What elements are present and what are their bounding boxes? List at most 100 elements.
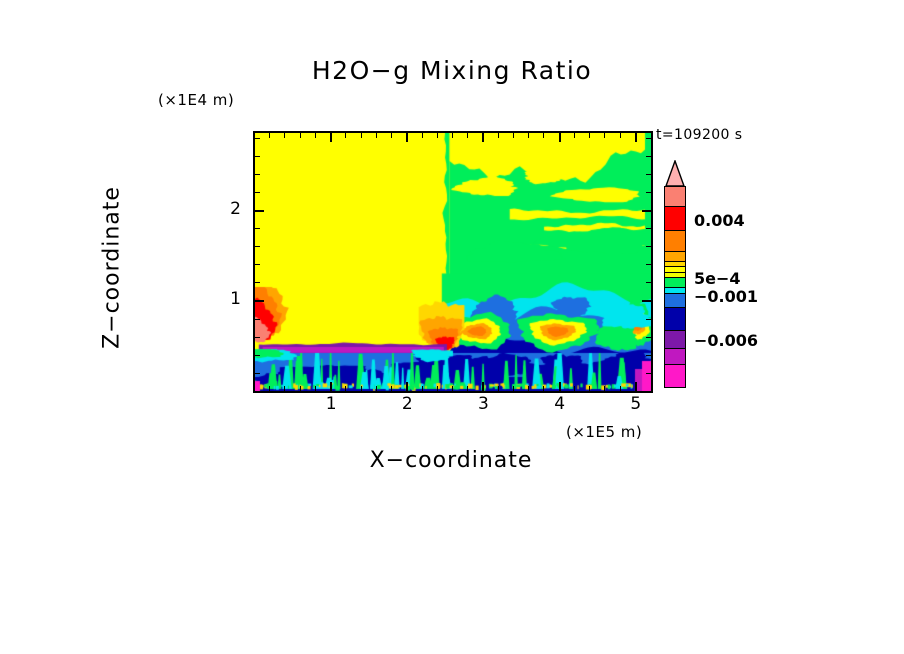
x-ticklabel: 5 — [630, 394, 642, 414]
y-tick-right — [646, 354, 651, 356]
colorbar-segment — [665, 365, 685, 387]
y-tick-right — [646, 191, 651, 193]
y-tick-right — [646, 336, 651, 338]
y-tick-right — [646, 228, 651, 230]
y-tick-left — [255, 209, 264, 212]
x-tick-bottom — [512, 386, 514, 391]
x-tick-bottom — [314, 386, 316, 391]
colorbar-ticklabel: 0.004 — [694, 211, 745, 231]
y-tick-left — [255, 300, 264, 303]
x-tick-bottom — [299, 386, 301, 391]
x-tick-top — [330, 133, 333, 142]
contour-field-canvas — [255, 133, 651, 391]
x-tick-top — [421, 133, 423, 138]
colorbar-segment — [665, 272, 685, 279]
x-tick-bottom — [589, 386, 591, 391]
x-tick-bottom — [558, 382, 561, 391]
y-axis-title: Z−coordinate — [99, 186, 125, 349]
x-tick-top — [452, 133, 453, 138]
x-tick-bottom — [604, 386, 606, 391]
colorbar-segment — [665, 348, 685, 366]
colorbar-segment — [665, 261, 685, 268]
colorbar-ticklabel: −0.001 — [694, 287, 759, 307]
x-tick-bottom — [330, 382, 333, 391]
y-tick-right — [646, 173, 651, 175]
x-tick-top — [467, 133, 469, 138]
x-tick-top — [573, 133, 575, 138]
x-tick-top — [512, 133, 514, 138]
x-tick-bottom — [634, 382, 637, 391]
y-tick-left — [255, 318, 260, 320]
y-tick-left — [255, 336, 260, 338]
y-tick-left — [255, 282, 260, 284]
x-tick-bottom — [528, 386, 530, 391]
time-annotation: t=109200 s — [656, 127, 743, 143]
y-tick-left — [255, 264, 260, 266]
x-tick-bottom — [406, 382, 409, 391]
y-tick-left — [255, 191, 260, 193]
x-tick-bottom — [345, 386, 347, 391]
y-tick-left — [255, 155, 260, 157]
x-tick-top — [360, 133, 362, 138]
x-tick-bottom — [482, 382, 485, 391]
y-tick-right — [642, 209, 651, 212]
x-tick-bottom — [436, 386, 438, 391]
y-tick-right — [642, 300, 651, 303]
colorbar-segment — [665, 331, 685, 349]
x-tick-top — [558, 133, 561, 142]
y-ticklabel: 1 — [230, 289, 241, 310]
x-tick-top — [436, 133, 438, 138]
y-tick-right — [646, 264, 651, 266]
x-tick-bottom — [467, 386, 469, 391]
x-tick-top — [375, 133, 377, 138]
x-tick-top — [391, 133, 393, 138]
x-ticklabel: 2 — [401, 394, 413, 414]
colorbar-segment — [665, 278, 685, 288]
x-tick-top — [589, 133, 591, 138]
y-tick-left — [255, 173, 260, 175]
colorbar-segment — [665, 287, 685, 295]
colorbar-segment — [665, 230, 685, 253]
y-ticklabel: 2 — [230, 198, 241, 219]
x-tick-top — [269, 133, 271, 138]
colorbar-ticklabel: 5e−4 — [694, 268, 741, 288]
x-tick-top — [482, 133, 485, 142]
y-tick-right — [646, 155, 651, 157]
x-tick-top — [543, 133, 545, 138]
colorbar-segment — [665, 294, 685, 309]
x-tick-bottom — [284, 386, 286, 391]
x-tick-top — [604, 133, 606, 138]
x-tick-bottom — [375, 386, 377, 391]
x-tick-top — [528, 133, 530, 138]
x-tick-bottom — [543, 386, 545, 391]
x-tick-bottom — [497, 386, 499, 391]
x-tick-top — [406, 133, 409, 142]
colorbar — [664, 186, 686, 388]
x-tick-bottom — [452, 386, 453, 391]
y-tick-right — [646, 137, 651, 139]
y-tick-left — [255, 372, 260, 374]
x-tick-bottom — [269, 386, 271, 391]
page-title: H2O−g Mixing Ratio — [311, 56, 593, 85]
x-tick-top — [314, 133, 316, 138]
y-tick-left — [255, 137, 260, 139]
y-tick-left — [255, 354, 260, 356]
x-tick-top — [634, 133, 637, 142]
colorbar-segment — [665, 267, 685, 273]
x-ticklabel: 4 — [554, 394, 566, 414]
x-tick-bottom — [421, 386, 423, 391]
colorbar-arrow-icon — [665, 160, 685, 186]
colorbar-segment — [665, 252, 685, 262]
y-tick-right — [646, 372, 651, 374]
x-tick-bottom — [619, 386, 621, 391]
x-tick-top — [299, 133, 301, 138]
x-tick-bottom — [360, 386, 362, 391]
x-ticklabel: 1 — [325, 394, 337, 414]
y-tick-right — [646, 246, 651, 248]
x-ticklabel: 3 — [478, 394, 489, 414]
y-tick-right — [646, 282, 651, 284]
x-tick-bottom — [573, 386, 575, 391]
colorbar-ticklabel: −0.006 — [694, 330, 759, 350]
colorbar-segment — [665, 308, 685, 332]
colorbar-segment — [665, 187, 685, 208]
